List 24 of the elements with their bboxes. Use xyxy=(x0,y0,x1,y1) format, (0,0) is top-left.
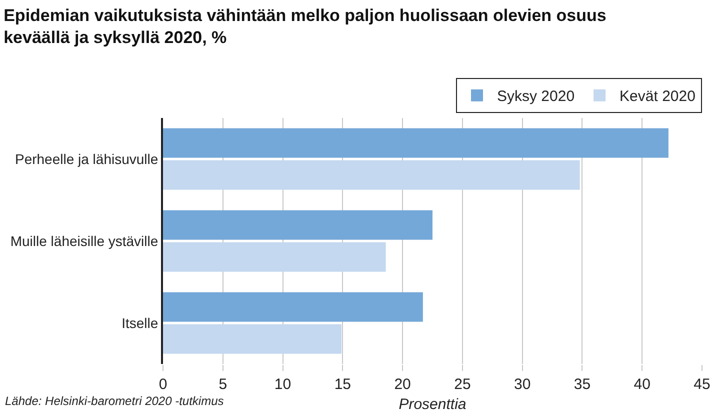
x-tick-label: 0 xyxy=(158,376,168,393)
x-tick-label: 20 xyxy=(394,376,411,393)
legend-label: Syksy 2020 xyxy=(497,88,575,106)
x-tick-label: 35 xyxy=(574,376,591,393)
legend-label: Kevät 2020 xyxy=(620,88,696,106)
x-tick-label: 25 xyxy=(454,376,471,393)
x-tick-label: 15 xyxy=(334,376,352,393)
text: Lähde: Helsinki-barometri 2020 -tutkimus xyxy=(5,394,224,408)
bar xyxy=(163,210,432,240)
bar xyxy=(163,128,668,158)
x-tick-label: 5 xyxy=(218,376,228,393)
bar xyxy=(163,292,423,322)
x-tick-label: 30 xyxy=(514,376,531,393)
bar xyxy=(163,160,580,190)
x-tick-label: 10 xyxy=(274,376,292,393)
x-tick-label: 40 xyxy=(634,376,650,393)
y-tick-label: Muille läheisille ystäville xyxy=(10,232,158,249)
chart-title: Epidemian vaikutuksista vähintään melko paljon huolissaan olevien osuus keväällä ja syksyllä 2020, % xyxy=(4,6,606,48)
x-axis-title: Prosenttia xyxy=(398,396,466,413)
bar xyxy=(163,242,386,272)
x-tick-label: 45 xyxy=(694,376,710,393)
y-tick-label: Perheelle ja lähisuvulle xyxy=(14,150,158,167)
bar xyxy=(163,324,342,354)
y-tick-label: Itselle xyxy=(122,314,158,331)
